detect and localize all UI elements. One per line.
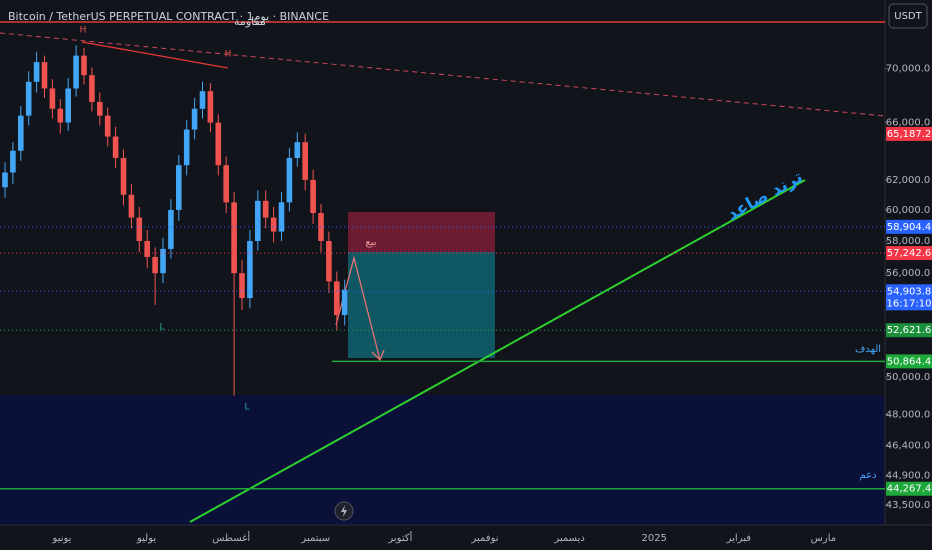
- candle-body: [10, 150, 16, 173]
- candle-body: [247, 241, 253, 299]
- descending-trendline: [0, 32, 886, 117]
- price-tag-label: 65,187.2: [887, 129, 932, 140]
- candle-body: [49, 88, 56, 109]
- candle-body: [144, 241, 150, 257]
- y-tick-label: 62,000.0: [886, 175, 931, 186]
- candle-body: [326, 241, 332, 282]
- chart-title: Bitcoin / TetherUS PERPETUAL CONTRACT · …: [8, 10, 329, 23]
- y-tick-label: 43,500.0: [886, 500, 931, 511]
- price-tag-sublabel: 16:17:10: [887, 298, 932, 309]
- y-tick-label: 48,000.0: [886, 410, 931, 421]
- candle-body: [104, 115, 111, 137]
- uptrend-line: [189, 179, 806, 523]
- price-tag-label: 54,903.8: [887, 286, 932, 297]
- candle-body: [136, 217, 143, 242]
- annotation: الهدف: [855, 344, 881, 355]
- price-tag-label: 58,904.4: [887, 222, 932, 233]
- price-tag: [886, 219, 932, 234]
- candle-body: [199, 91, 206, 109]
- candle-body: [286, 157, 293, 203]
- candle-body: [334, 281, 340, 316]
- x-tick-label: مارس: [811, 533, 836, 544]
- price-tag: [886, 481, 932, 496]
- candle-body: [262, 200, 269, 218]
- currency-button[interactable]: [888, 3, 928, 29]
- candle-body: [341, 289, 348, 316]
- stop-zone: [348, 212, 495, 252]
- candle-body: [270, 217, 277, 232]
- candle-body: [191, 108, 198, 130]
- candle-body: [302, 142, 308, 180]
- candle-body: [278, 202, 285, 232]
- y-tick-label: 44,900.0: [886, 471, 931, 482]
- y-tick-label: 58,000.0: [886, 236, 931, 247]
- y-tick-label: 66,000.0: [886, 118, 931, 129]
- x-tick-label: يونيو: [52, 533, 72, 544]
- annotation: L: [159, 323, 164, 333]
- x-tick-label: أغسطس: [212, 531, 250, 544]
- annotation: مقاومة: [234, 15, 266, 28]
- price-tag-label: 50,864.4: [887, 356, 932, 367]
- candle-body: [207, 91, 214, 123]
- price-tag: [886, 354, 932, 369]
- x-tick-label: فبراير: [726, 533, 752, 544]
- candle-body: [183, 129, 190, 166]
- annotation: L: [244, 403, 249, 413]
- x-tick-label: سبتمبر: [300, 533, 330, 544]
- y-tick-label: 70,000.0: [886, 64, 931, 75]
- candle-body: [57, 108, 64, 123]
- candle-body: [231, 202, 237, 274]
- candle-body: [89, 75, 95, 102]
- price-tag: [886, 246, 932, 261]
- price-tag: [886, 126, 932, 141]
- currency-label[interactable]: USDT: [894, 11, 922, 22]
- price-tag: [886, 323, 932, 338]
- support-zone: [0, 395, 885, 525]
- candle-body: [215, 122, 222, 166]
- candle-body: [168, 209, 174, 249]
- candle-body: [81, 55, 87, 76]
- x-tick-label: نوفمبر: [470, 533, 498, 544]
- candle-body: [2, 172, 8, 188]
- y-tick-label: 60,000.0: [886, 205, 931, 216]
- candle-body: [18, 115, 24, 151]
- flash-glyph: [341, 505, 347, 517]
- candle-body: [294, 142, 301, 158]
- candle-body: [97, 101, 103, 116]
- price-tag: [886, 284, 932, 311]
- candle-body: [33, 62, 40, 82]
- candle-body: [120, 157, 127, 195]
- candle-body: [112, 136, 119, 158]
- candle-body: [41, 62, 48, 89]
- annotation: H: [80, 26, 87, 36]
- y-tick-label: 56,000.0: [886, 268, 931, 279]
- candle-body: [255, 200, 261, 242]
- candle-body: [73, 55, 79, 89]
- candle-body: [65, 88, 71, 123]
- y-tick-label: 46,400.0: [886, 441, 931, 452]
- price-tag-label: 44,267.4: [887, 484, 932, 495]
- annotation: دعم: [859, 470, 876, 481]
- x-tick-label: يوليو: [136, 533, 156, 544]
- candle-body: [310, 179, 316, 213]
- x-tick-label: ديسمبر: [553, 533, 584, 544]
- arrowhead: [371, 349, 385, 362]
- price-tag-label: 57,242.6: [887, 248, 932, 259]
- candle-body: [160, 248, 166, 274]
- candle-body: [128, 194, 135, 218]
- candle-body: [176, 165, 182, 210]
- candle-body: [239, 273, 245, 299]
- annotation: H: [225, 50, 232, 60]
- highs-line: [81, 41, 229, 69]
- y-tick-label: 50,000.0: [886, 372, 931, 383]
- x-tick-label: 2025: [641, 533, 666, 544]
- annotation: بيع: [365, 237, 376, 248]
- x-tick-label: أكتوبر: [387, 531, 412, 544]
- candle-body: [152, 256, 158, 274]
- target-zone: [348, 252, 495, 358]
- candle-body: [25, 81, 32, 116]
- price-tag-label: 52,621.6: [887, 325, 932, 336]
- candle-body: [223, 165, 229, 203]
